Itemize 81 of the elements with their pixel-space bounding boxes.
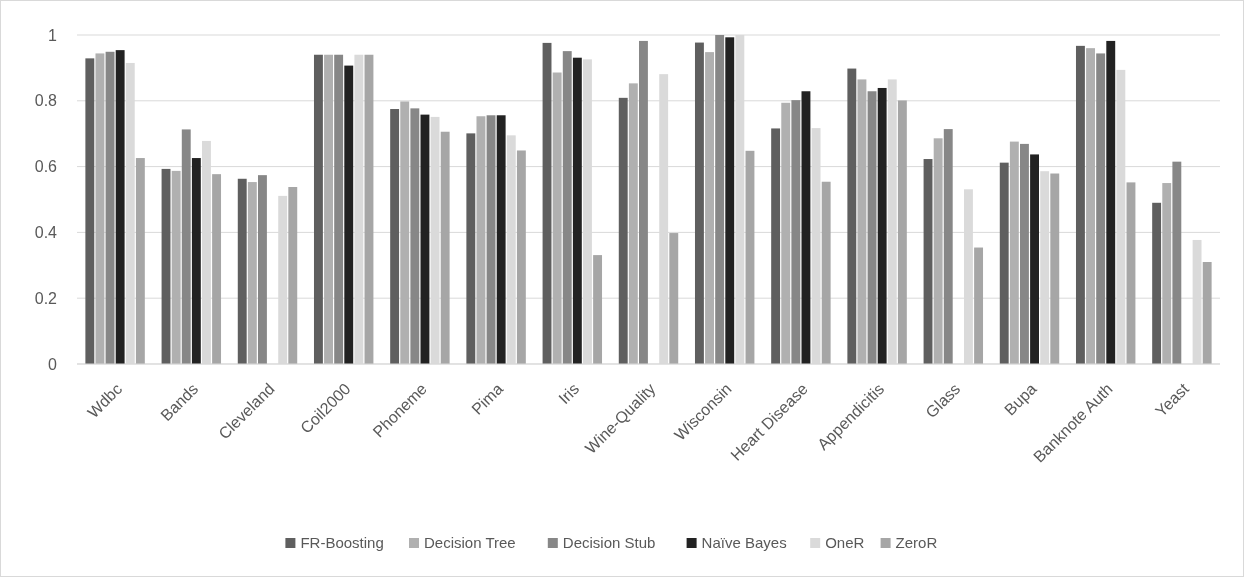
bar [999,162,1009,364]
bar [105,51,115,364]
bar [1202,262,1212,364]
legend-label: Decision Stub [562,534,656,552]
bar [1172,161,1182,364]
bar [933,138,943,364]
bar [288,187,298,364]
bar [669,233,679,364]
bar [618,97,628,364]
bar [364,54,374,364]
bar [247,182,257,364]
bar [171,170,181,364]
bar [821,181,831,364]
bar [486,115,496,364]
bar [923,159,933,364]
bar [212,174,222,364]
bar [440,131,450,364]
bar [877,87,887,364]
bar [1096,53,1106,364]
bar [974,247,984,364]
bar [400,101,410,364]
bar [847,68,857,364]
legend-label: OneR [825,534,865,552]
bar [781,102,791,364]
bar [496,115,506,364]
bar [237,178,247,364]
bar [1086,48,1095,364]
bar [1126,182,1136,364]
bar [715,35,725,364]
y-tick-label: 1 [48,26,58,44]
bar [1162,183,1172,364]
bar [516,150,526,364]
bar [1075,45,1085,364]
bar [344,65,354,364]
x-tick-label: Iris [555,380,583,408]
bar [313,54,323,364]
bar [135,158,145,364]
bar [705,52,714,364]
bar [410,108,420,364]
bar [542,42,552,364]
bar [95,53,105,364]
y-tick-label: 0.6 [34,158,58,176]
bar [476,116,486,364]
bar [466,133,476,364]
bar [258,175,267,364]
legend-label: FR-Boosting [300,534,384,552]
bar [1009,141,1019,364]
bar [943,129,953,364]
bar [725,37,735,364]
bar [390,109,400,364]
bar [801,91,811,364]
bar [639,40,648,364]
bar [771,128,781,364]
bar [324,54,333,364]
bar [628,83,638,364]
legend-label: Naïve Bayes [701,534,787,552]
bar [1050,173,1060,364]
legend-label: ZeroR [895,534,938,552]
y-tick-label: 0.2 [34,289,58,307]
bar [572,57,582,364]
bar [791,100,801,364]
bar [334,54,344,364]
y-tick-label: 0.8 [34,92,58,110]
bar [857,79,867,364]
bar [85,58,95,364]
bar [115,50,125,364]
bar [1020,143,1029,364]
bar [694,42,704,364]
bar [552,72,562,364]
bar [593,255,603,364]
bar [1106,40,1116,364]
bar [867,91,877,364]
bar [191,158,201,364]
legend-label: Decision Tree [424,534,516,552]
bar [181,129,191,364]
y-tick-label: 0 [48,355,58,373]
y-tick-label: 0.4 [34,224,58,241]
bar [562,51,572,364]
bar [1152,202,1162,364]
bar [1030,154,1040,364]
bar [897,100,907,364]
